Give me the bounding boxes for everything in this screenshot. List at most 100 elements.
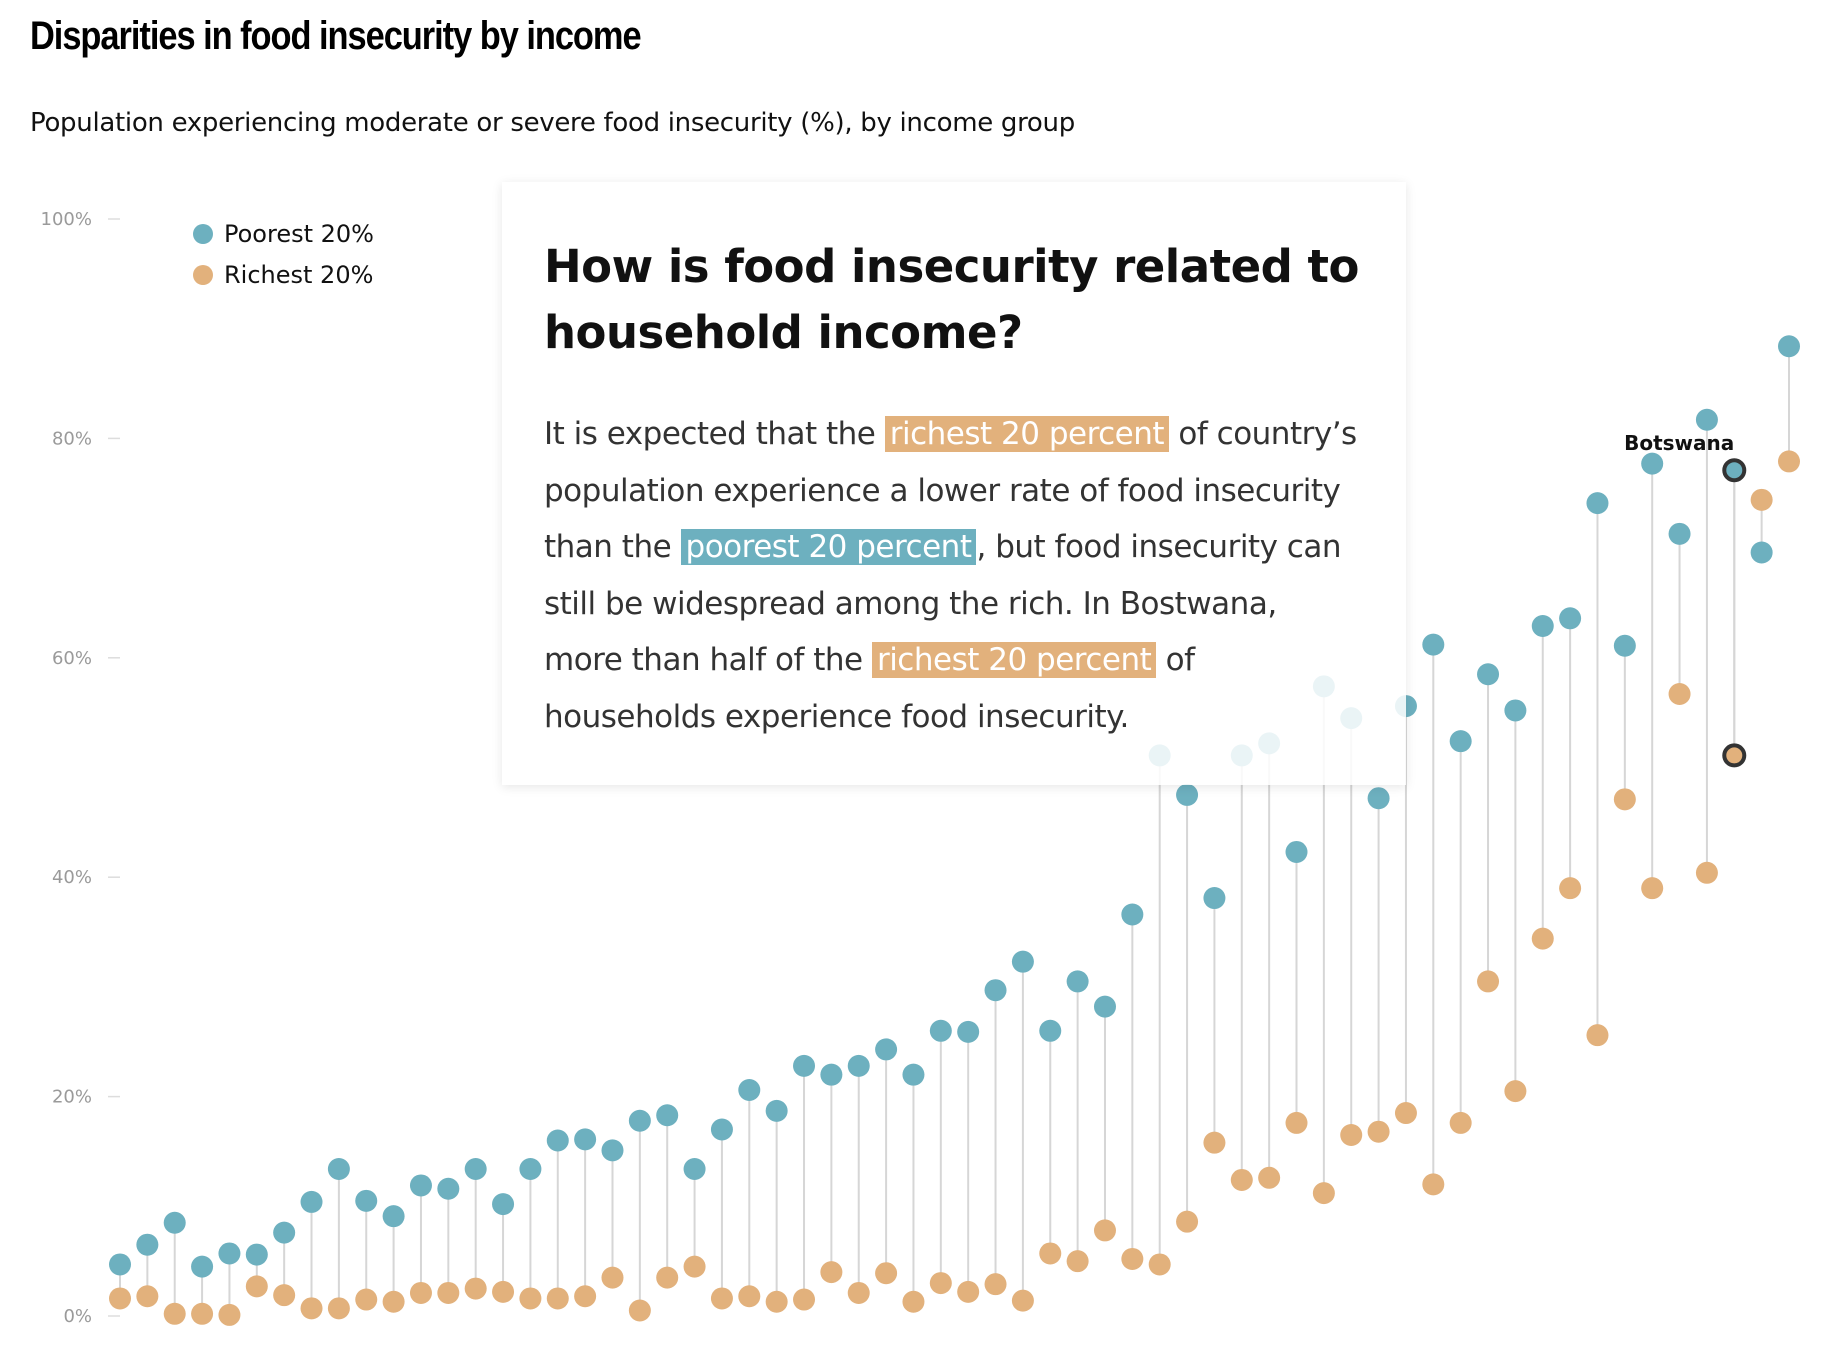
richest-dots — [109, 450, 1800, 1326]
y-tick-label: 60% — [52, 648, 92, 669]
poorest-dot — [1586, 492, 1609, 515]
richest-dot — [355, 1288, 378, 1311]
highlight-richest: richest 20 percent — [871, 642, 1157, 678]
poorest-dot — [1039, 1019, 1062, 1042]
poorest-dot — [437, 1177, 460, 1200]
poorest-dot — [1695, 408, 1718, 431]
poorest-dot — [382, 1205, 405, 1228]
richest-dot — [710, 1287, 733, 1310]
y-tick-label: 20% — [52, 1087, 92, 1108]
poorest-dot — [847, 1054, 870, 1077]
poorest-dot — [1668, 522, 1691, 545]
richest-dot — [1778, 450, 1800, 473]
poorest-dot — [710, 1118, 733, 1141]
richest-dot — [902, 1290, 925, 1313]
richest-dot — [409, 1281, 432, 1304]
poorest-dot — [1531, 614, 1554, 637]
richest-dot — [1504, 1080, 1527, 1103]
richest-dot — [1230, 1168, 1253, 1191]
richest-dot — [1367, 1120, 1390, 1143]
y-tick-label: 0% — [63, 1306, 92, 1327]
richest-dot — [1668, 683, 1691, 706]
highlight-richest: richest 20 percent — [884, 416, 1170, 452]
poorest-dot — [1203, 887, 1226, 910]
richest-dot — [847, 1281, 870, 1304]
poorest-dot — [163, 1211, 186, 1234]
richest-dot — [163, 1302, 186, 1325]
richest-dot — [984, 1273, 1007, 1296]
richest-dot — [628, 1299, 651, 1322]
richest-dot — [793, 1288, 816, 1311]
poorest-dot — [1367, 787, 1390, 810]
poorest-dot — [957, 1020, 980, 1043]
richest-dot — [464, 1277, 487, 1300]
richest-dot — [245, 1275, 268, 1298]
poorest-dot — [191, 1255, 214, 1278]
richest-dot — [1039, 1242, 1062, 1265]
popup-title: How is food insecurity related to househ… — [544, 240, 1359, 359]
popup-text: , but food insecurity can still be wides… — [544, 529, 1341, 678]
y-tick-label: 100% — [41, 209, 92, 230]
richest-dot — [382, 1290, 405, 1313]
poorest-dot — [355, 1189, 378, 1212]
poorest-dot — [683, 1158, 706, 1181]
richest-dot — [1641, 877, 1664, 900]
popup-body: It is expected that the richest 20 perce… — [544, 406, 1364, 745]
poorest-dot — [109, 1253, 131, 1276]
richest-dot — [1011, 1289, 1034, 1312]
poorest-dot — [656, 1104, 679, 1127]
richest-dot — [738, 1285, 761, 1308]
richest-dot — [1312, 1182, 1335, 1205]
poorest-dot — [1477, 663, 1500, 686]
richest-dot — [929, 1272, 952, 1295]
richest-dot — [1559, 877, 1582, 900]
richest-dot — [519, 1287, 542, 1310]
legend-item-poorest[interactable]: Poorest 20% — [193, 213, 374, 254]
y-tick-label: 80% — [52, 428, 92, 449]
legend-item-richest[interactable]: Richest 20% — [193, 254, 374, 295]
richest-dot — [546, 1287, 569, 1310]
legend: Poorest 20% Richest 20% — [193, 213, 374, 295]
poorest-dot — [1613, 634, 1636, 657]
richest-dot — [1148, 1253, 1171, 1276]
poorest-dot — [1641, 452, 1664, 475]
richest-dot — [1394, 1102, 1417, 1125]
richest-dot — [1449, 1111, 1472, 1134]
poorest-dot — [1504, 699, 1527, 722]
chart-subtitle: Population experiencing moderate or seve… — [30, 108, 1075, 138]
poorest-dot — [273, 1221, 296, 1244]
richest-dot — [1695, 861, 1718, 884]
poorest-dot — [1750, 541, 1773, 564]
legend-label: Poorest 20% — [224, 219, 374, 248]
poorest-dot — [1422, 633, 1445, 656]
richest-dot — [1750, 488, 1773, 511]
richest-dot — [1258, 1166, 1281, 1189]
richest-dot — [492, 1280, 515, 1303]
poorest-dot — [546, 1129, 569, 1152]
poorest-dot — [1778, 335, 1800, 358]
richest-dot — [1285, 1111, 1308, 1134]
richest-dot — [1723, 744, 1746, 767]
richest-dot — [1203, 1131, 1226, 1154]
poorest-dot — [1093, 995, 1116, 1018]
poorest-dot — [1066, 970, 1089, 993]
richest-dot — [1531, 927, 1554, 950]
richest-dot — [1422, 1173, 1445, 1196]
richest-dot — [1477, 970, 1500, 993]
poorest-dot — [492, 1193, 515, 1216]
richest-dot — [1586, 1024, 1609, 1047]
poorest-dot — [218, 1242, 241, 1265]
richest-dot — [683, 1255, 706, 1278]
poorest-dot — [902, 1063, 925, 1086]
highlight-poorest: poorest 20 percent — [680, 529, 977, 565]
poorest-dot — [628, 1109, 651, 1132]
richest-swatch-icon — [193, 264, 213, 285]
richest-dot — [136, 1285, 159, 1308]
poorest-dot — [464, 1158, 487, 1181]
poorest-dot — [875, 1038, 898, 1061]
y-axis: 0% 20% 40% 60% 80% 100% — [41, 209, 120, 1327]
richest-dot — [574, 1285, 597, 1308]
poorest-dot — [1121, 903, 1144, 926]
poorest-dot — [1723, 459, 1746, 482]
richest-dot — [1340, 1123, 1363, 1146]
